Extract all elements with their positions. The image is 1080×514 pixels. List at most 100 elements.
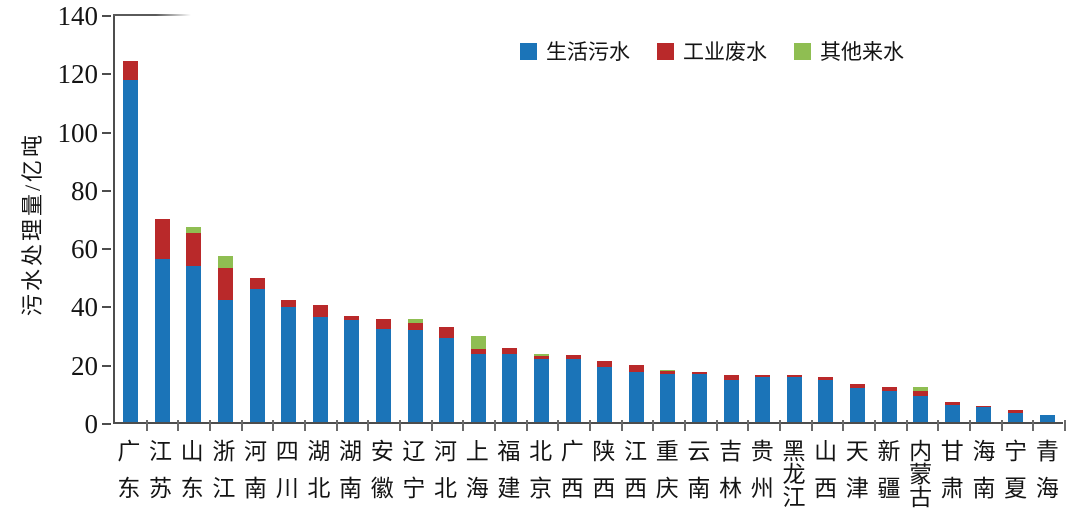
bar-segment-生活污水 xyxy=(312,317,328,422)
x-axis-label-char: 西 xyxy=(560,476,584,501)
bar-segment-工业废水 xyxy=(470,349,486,354)
bar-浙江 xyxy=(218,255,234,422)
x-axis-tick xyxy=(874,420,876,431)
x-axis-label-char: 天 xyxy=(845,439,869,464)
bar-slot-新疆 xyxy=(873,16,905,422)
x-axis-label-山东: 山东 xyxy=(176,440,208,500)
y-axis-tick-label: 80 xyxy=(71,175,98,206)
x-axis-tick xyxy=(304,420,306,431)
bar-segment-工业废水 xyxy=(281,299,297,307)
bar-segment-生活污水 xyxy=(628,372,644,422)
bar-segment-生活污水 xyxy=(944,404,960,422)
bar-江苏 xyxy=(154,219,170,422)
bar-segment-其他来水 xyxy=(407,318,423,323)
legend-item-industrial-wastewater: 工业废水 xyxy=(657,36,767,66)
bar-slot-上海 xyxy=(463,16,495,422)
x-axis-label-河北: 河北 xyxy=(430,440,462,500)
bar-segment-工业废水 xyxy=(407,322,423,331)
x-axis-label-北京: 北京 xyxy=(525,440,557,500)
bar-segment-工业废水 xyxy=(944,401,960,405)
x-axis-label-char: 徽 xyxy=(370,476,394,501)
x-axis-label-char: 湖 xyxy=(307,439,331,464)
x-axis-tick xyxy=(684,420,686,431)
bar-黑龙江 xyxy=(786,375,802,422)
y-axis-tick-label: 140 xyxy=(57,1,99,31)
top-spine-fragment xyxy=(113,14,191,16)
x-axis-label-char: 云 xyxy=(687,439,711,464)
x-axis-tick xyxy=(810,420,813,431)
x-axis-label-char: 南 xyxy=(972,476,996,501)
x-axis-label-char: 南 xyxy=(244,476,268,501)
x-axis-label-text: 云南 xyxy=(687,440,710,500)
x-axis-label-text: 湖南 xyxy=(339,440,362,500)
x-axis-label-char: 甘 xyxy=(940,439,964,464)
bar-内蒙古 xyxy=(913,387,929,422)
x-axis-label-char: 州 xyxy=(750,476,774,501)
x-axis-label-char: 京 xyxy=(529,476,553,501)
x-axis-label-char: 重 xyxy=(655,439,679,464)
x-axis-label-text: 辽宁 xyxy=(402,440,425,500)
bar-segment-其他来水 xyxy=(660,369,676,372)
x-axis-tick xyxy=(177,420,180,431)
x-axis-label-char: 辽 xyxy=(402,439,426,464)
x-axis-label-text: 广东 xyxy=(117,440,140,500)
x-axis-label-char: 龙 xyxy=(782,462,806,487)
x-axis-label-char: 古 xyxy=(909,485,933,510)
x-axis-tick xyxy=(905,420,908,431)
x-axis-label-宁夏: 宁夏 xyxy=(1000,440,1032,500)
x-axis-label-text: 浙江 xyxy=(212,440,235,500)
bar-segment-工业废水 xyxy=(218,267,234,300)
bar-segment-生活污水 xyxy=(249,289,265,422)
y-axis-tick-label: 20 xyxy=(71,350,98,381)
x-axis-label-char: 江 xyxy=(149,439,172,464)
bar-slot-黑龙江 xyxy=(778,16,810,422)
y-axis-tick xyxy=(102,131,111,134)
y-axis-tick-label: 40 xyxy=(71,292,98,323)
y-axis-title: 污水处理量/亿吨 xyxy=(20,131,45,317)
bar-segment-其他来水 xyxy=(534,354,550,357)
x-axis-label-江苏: 江苏 xyxy=(145,440,177,500)
x-axis-tick xyxy=(779,420,781,431)
bar-segment-工业废水 xyxy=(660,371,676,374)
bar-segment-工业废水 xyxy=(881,387,897,392)
y-axis-tick-label: 100 xyxy=(57,117,99,148)
x-axis-label-广西: 广西 xyxy=(556,440,588,500)
x-axis-label-char: 四 xyxy=(275,439,299,464)
x-axis-label-char: 广 xyxy=(560,439,584,464)
x-axis-tick xyxy=(1064,420,1066,431)
bar-segment-生活污水 xyxy=(376,328,392,422)
legend: 生活污水 工业废水 其他来水 xyxy=(520,36,904,66)
x-axis-label-char: 新 xyxy=(877,439,901,464)
x-axis-label-char: 陕 xyxy=(592,439,616,464)
bar-segment-生活污水 xyxy=(502,353,518,422)
bar-segment-生活污水 xyxy=(976,406,992,422)
x-axis-label-辽宁: 辽宁 xyxy=(398,440,430,500)
x-axis-label-char: 南 xyxy=(687,476,711,501)
x-axis-label-text: 安徽 xyxy=(371,440,394,500)
x-axis-tick xyxy=(652,420,655,431)
x-axis-label-浙江: 浙江 xyxy=(208,440,240,500)
x-axis-label-广东: 广东 xyxy=(113,440,145,500)
x-axis-label-char: 东 xyxy=(117,476,141,501)
bar-segment-生活污水 xyxy=(849,387,865,422)
bar-segment-生活污水 xyxy=(691,373,707,422)
x-axis-tick xyxy=(525,420,528,431)
x-axis-tick xyxy=(969,420,971,431)
x-axis-label-黑龙江: 黑龙江 xyxy=(778,440,810,509)
x-axis-label-text: 黑龙江 xyxy=(782,440,806,509)
bar-segment-工业废水 xyxy=(534,356,550,360)
bar-segment-其他来水 xyxy=(913,387,929,391)
bar-slot-重庆 xyxy=(652,16,684,422)
x-axis-label-char: 安 xyxy=(370,439,394,464)
x-axis-label-char: 山 xyxy=(180,439,204,464)
bar-segment-工业废水 xyxy=(755,375,771,377)
bar-segment-生活污水 xyxy=(123,79,139,422)
x-axis-label-四川: 四川 xyxy=(271,440,303,500)
x-axis-label-char: 西 xyxy=(624,476,648,501)
x-axis-label-char: 南 xyxy=(339,476,363,501)
bar-segment-生活污水 xyxy=(723,379,739,422)
x-axis-label-char: 江 xyxy=(782,485,806,510)
bar-slot-青海 xyxy=(1031,16,1063,422)
bar-segment-工业废水 xyxy=(439,327,455,338)
x-axis-tick xyxy=(557,420,560,431)
